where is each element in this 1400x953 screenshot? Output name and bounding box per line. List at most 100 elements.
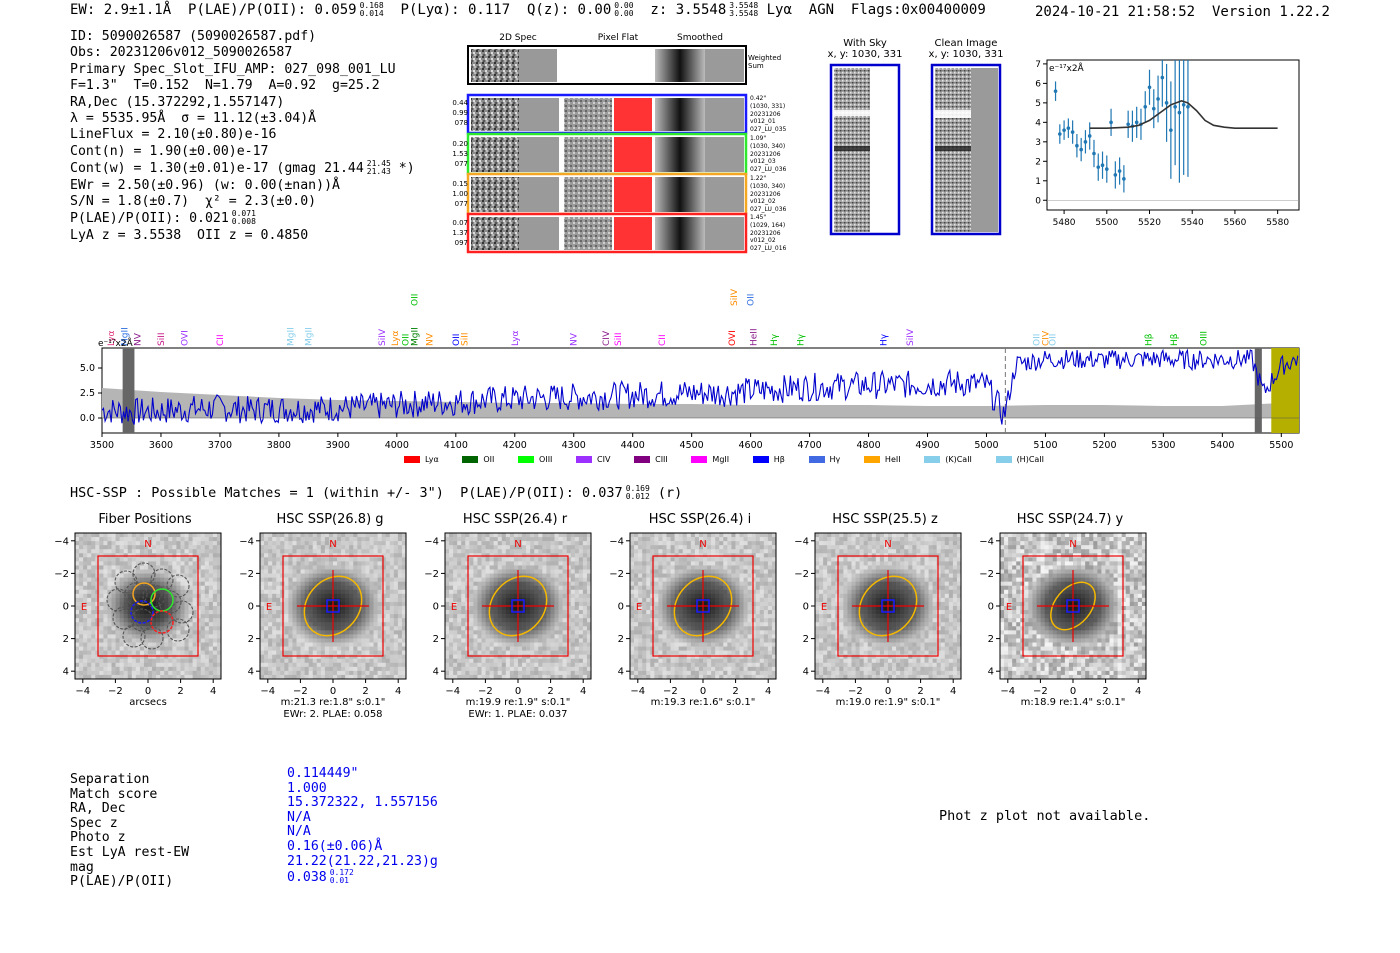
info-primary: Primary Spec_Slot_IFU_AMP: 027_098_001_L… <box>70 61 396 77</box>
stamp-caption: m:18.9 re:1.4" s:0.1" <box>973 697 1173 709</box>
zoom-plot-points <box>1053 60 1190 193</box>
stamp-ytick-label: −4 <box>609 536 624 547</box>
search-box <box>467 555 569 657</box>
legend-hcaii-swatch <box>995 456 1012 463</box>
zoom-point <box>1070 130 1075 134</box>
legend-kcaii: (K)CaII <box>924 455 972 464</box>
spectrum-xtick-label: 5500 <box>1269 440 1293 451</box>
target-square <box>511 599 525 613</box>
target-square <box>1066 599 1080 613</box>
row3-right-a: 1.45" <box>750 214 767 221</box>
info-lineflux: LineFlux = 2.10(±0.80)e-16 <box>70 127 277 143</box>
zoom-point <box>1147 85 1152 90</box>
match-value-plae-row: 0.038 0.172 0.01 <box>287 869 438 886</box>
row1-right-e: 027_LU_036 <box>750 166 787 174</box>
match-value-specz: N/A <box>287 809 311 825</box>
full-spectrum-plot: Lyα MgII NV SiII OVI CII MgII MgII SiIV Lyα OIIMgI… <box>80 288 1300 451</box>
cutout-row-3-right: 1.45" (1029, 164) 20231206 v012_02 027_LU_01… <box>750 214 786 253</box>
legend-hg-label: Hγ <box>829 455 841 464</box>
match-labels: Separation Match score RA, Dec Spec z Ph… <box>70 772 189 890</box>
search-box <box>282 555 384 657</box>
row3-right-c: 20231206 <box>750 229 781 237</box>
spectrum-mask-left <box>122 348 135 433</box>
north-label: N <box>1069 539 1076 550</box>
cutout-row-0 <box>466 93 748 135</box>
stamp-xtick-label: −2 <box>108 686 123 697</box>
cutout-row-2 <box>466 172 748 216</box>
stamp-title: HSC SSP(26.4) i <box>648 512 752 527</box>
row2-right-a: 1.22" <box>750 175 767 182</box>
stamp-xtick-label: −2 <box>1033 686 1048 697</box>
stamp-caption: arcsecs <box>48 697 248 709</box>
search-box <box>837 555 939 657</box>
legend-hcaii-label: (H)CaII <box>1016 455 1045 464</box>
zoom-point <box>1160 75 1165 80</box>
stamp-ytick-label: 4 <box>433 667 439 678</box>
fiber-circle <box>112 606 136 630</box>
plae-info-upper: 0.071 <box>231 209 256 219</box>
zoom-point <box>1066 126 1071 130</box>
zoom-xtick-label: 5500 <box>1095 218 1118 228</box>
legend-oii-swatch <box>462 456 479 463</box>
info-id: ID: 5090026587 (5090026587.pdf) <box>70 29 317 44</box>
zoom-point <box>1186 104 1190 109</box>
fiber-red <box>150 610 174 634</box>
spectrum-xtick-label: 3500 <box>90 440 114 451</box>
stamp-xtick-label: 2 <box>177 686 183 697</box>
row2-left-c: 077 <box>454 200 468 208</box>
match-value-radec: 15.372322, 1.557156 <box>287 795 438 811</box>
zoom-point <box>1134 120 1139 125</box>
stamp-caption-line1: m:19.9 re:1.9" s:0.1" <box>465 697 571 708</box>
stamp-xtick-label: 0 <box>1070 686 1076 697</box>
cutout-row-1-right: 1.09" (1030, 340) 20231206 v012_03 027_LU_03… <box>750 135 786 174</box>
hsc-heading-text: HSC-SSP : Possible Matches = 1 (within +… <box>70 485 623 501</box>
fiber-blue <box>130 600 154 624</box>
spectrum-line-label: MgII <box>411 327 421 346</box>
zoom-point <box>1173 104 1177 109</box>
legend-hcaii: (H)CaII <box>995 455 1045 464</box>
stamp-image: N E −4 4 −2 2 0 0 2 −2 4 −4 <box>54 532 222 697</box>
spectrum-line-label: SiII <box>461 332 471 346</box>
detection-info: ID: 5090026587 (5090026587.pdf) Obs: 202… <box>70 29 415 244</box>
target-square <box>326 599 340 613</box>
match-value-plae: 0.038 <box>287 870 327 886</box>
legend-heii-swatch <box>863 456 880 463</box>
plae-value: P(LAE)/P(OII): 0.059 <box>188 2 357 18</box>
spectrum-upper-line-label: OII <box>747 294 757 306</box>
cutout-row-2-left: 0.15 1.00 077 <box>446 179 468 209</box>
spectrum-upper-line-label: OII <box>411 294 421 306</box>
info-fit: F=1.3" T=0.152 N=1.79 A=0.92 g=25.2 <box>70 78 380 94</box>
stamp-ytick-label: −4 <box>979 536 994 547</box>
zoom-ytick-label: 3 <box>1035 138 1041 148</box>
zoom-xtick-label: 5580 <box>1266 218 1289 228</box>
zoom-ytick-label: 5 <box>1035 99 1041 109</box>
legend-ciii-swatch <box>634 456 651 463</box>
zoom-point <box>1169 128 1173 132</box>
fiber-circle <box>130 608 154 632</box>
stamp-xtick-label: 2 <box>362 686 368 697</box>
spectrum-line-label: Lyα <box>391 330 401 346</box>
row1-left-b: 1.53 <box>452 150 468 158</box>
zoom-point <box>1113 173 1118 177</box>
spectrum-line-label: NV <box>425 332 435 346</box>
cutout-title-2dspec: 2D Spec <box>499 33 537 43</box>
sky-clean-images <box>829 63 1002 236</box>
info-lambda: λ = 5535.95Å σ = 11.12(±3.04)Å <box>70 111 317 127</box>
row3-left-b: 1.37 <box>452 229 468 237</box>
qz-lower: 0.00 <box>614 9 634 18</box>
spectrum-line-label: SiIV <box>378 328 388 346</box>
stamp-xtick-label: 0 <box>885 686 891 697</box>
spectrum-xtick-label: 4200 <box>503 440 527 451</box>
spectrum-error-band <box>102 388 1282 418</box>
weighted-smoothed <box>655 49 705 82</box>
stamp-caption-line2: EWr: 2. PLAE: 0.058 <box>283 709 383 720</box>
zoom-ytick-label: 6 <box>1035 79 1041 89</box>
row0-right-b: (1030, 331) <box>750 102 786 110</box>
zoom-point <box>1177 110 1182 115</box>
hsc-heading: HSC-SSP : Possible Matches = 1 (within +… <box>70 485 682 502</box>
fiber-orange <box>132 582 156 606</box>
contw-end: *) <box>390 161 415 177</box>
zoom-point <box>1083 140 1088 144</box>
match-label-plae: P(LAE)/P(OII) <box>70 874 174 890</box>
spectrum-flux-line <box>101 348 1299 425</box>
